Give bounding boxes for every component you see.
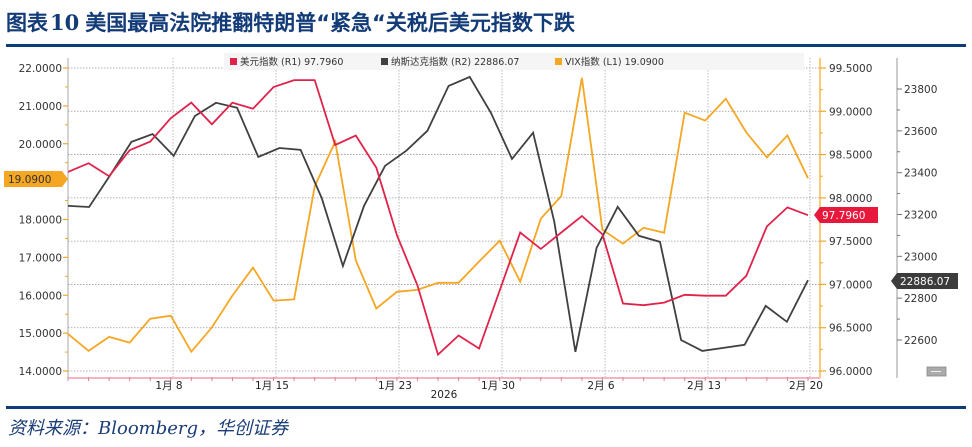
top-rule <box>6 44 966 47</box>
bottom-rule <box>6 406 966 409</box>
grid <box>68 67 820 372</box>
nasdaq-last-value: 22886.07 <box>900 276 950 288</box>
legend-box <box>224 53 804 70</box>
left-tick-label: 15.0000 <box>19 328 62 340</box>
dxy-last-badge: 97.7960 <box>814 207 878 223</box>
dxy-line <box>67 79 809 357</box>
r1-tick-label: 97.5000 <box>829 236 872 248</box>
legend-swatch-nasdaq <box>381 58 388 65</box>
x-tick-label: 1月 30 <box>481 380 515 392</box>
source-note: 资料来源：Bloomberg，华创证券 <box>8 418 289 439</box>
left-tick-label: 20.0000 <box>19 139 62 151</box>
vix-last-badge: 19.0900 <box>4 171 68 187</box>
r2-tick-label: 22800 <box>904 293 937 305</box>
x-tick-label: 2月 6 <box>587 380 615 392</box>
r2-axis-ticks: 23800 23600 23400 23200 23000 22800 22600 <box>897 84 937 347</box>
vertical-grid <box>172 58 811 378</box>
x-tick-label: 1月 15 <box>255 380 289 392</box>
legend-vix: VIX指数 (L1) 19.0900 <box>565 56 664 68</box>
figure-label: 图表 <box>6 11 48 35</box>
x-axis-ticks: 1月 8 1月 15 1月 23 1月 30 2月 6 2月 13 2月 20 <box>155 380 823 392</box>
x-year-label: 2026 <box>431 389 458 401</box>
figure-title: 图表10 美国最高法院推翻特朗普“紧急“关税后美元指数下跌 <box>6 6 575 40</box>
r1-tick-label: 99.0000 <box>829 106 872 118</box>
left-tick-label: 21.0000 <box>19 101 62 113</box>
legend-dxy: 美元指数 (R1) 97.7960 <box>240 56 343 68</box>
r2-tick-label: 23200 <box>904 210 937 222</box>
r2-tick-label: 23800 <box>904 84 937 96</box>
legend: 美元指数 (R1) 97.7960 纳斯达克指数 (R2) 22886.07 V… <box>230 56 664 68</box>
r1-tick-label: 97.0000 <box>829 279 872 291</box>
r1-tick-label: 98.0000 <box>829 193 872 205</box>
r2-tick-label: 22600 <box>904 335 937 347</box>
legend-swatch-vix <box>555 58 562 65</box>
left-tick-label: 16.0000 <box>19 290 62 302</box>
left-tick-label: 14.0000 <box>19 366 62 378</box>
x-tick-label: 2月 13 <box>687 380 721 392</box>
legend-swatch-dxy <box>230 58 237 65</box>
line-chart: 22.0000 21.0000 20.0000 18.0000 17.0000 16.00… <box>4 53 958 401</box>
dxy-last-value: 97.7960 <box>822 210 865 222</box>
x-tick-label: 1月 23 <box>378 380 412 392</box>
r2-tick-label: 23000 <box>904 251 937 263</box>
r2-tick-label: 23600 <box>904 126 937 138</box>
x-tick-label: 2月 20 <box>789 380 823 392</box>
left-tick-label: 17.0000 <box>19 252 62 264</box>
legend-nasdaq: 纳斯达克指数 (R2) 22886.07 <box>391 56 519 68</box>
left-tick-label: 22.0000 <box>19 63 62 75</box>
r1-tick-label: 98.5000 <box>829 150 872 162</box>
figure-title-text: 美国最高法院推翻特朗普“紧急“关税后美元指数下跌 <box>85 11 575 35</box>
r1-axis-ticks: 99.5000 99.0000 98.5000 98.0000 97.5000 97.00… <box>820 63 872 378</box>
vix-line <box>67 77 809 354</box>
vix-last-value: 19.0900 <box>8 174 51 186</box>
r1-tick-label: 96.5000 <box>829 323 872 335</box>
x-minor-ticks <box>67 377 809 381</box>
r1-tick-label: 96.0000 <box>829 366 872 378</box>
nasdaq-line <box>67 75 809 353</box>
nasdaq-last-badge: 22886.07 <box>891 273 958 289</box>
r1-tick-label: 99.5000 <box>829 63 872 75</box>
left-tick-label: 18.0000 <box>19 215 62 227</box>
figure-number: 10 <box>50 10 80 35</box>
chart-options-icon[interactable] <box>926 366 947 377</box>
left-axis-ticks: 22.0000 21.0000 20.0000 18.0000 17.0000 16.00… <box>19 63 68 378</box>
x-tick-label: 1月 8 <box>155 380 182 392</box>
r2-tick-label: 23400 <box>904 168 937 180</box>
